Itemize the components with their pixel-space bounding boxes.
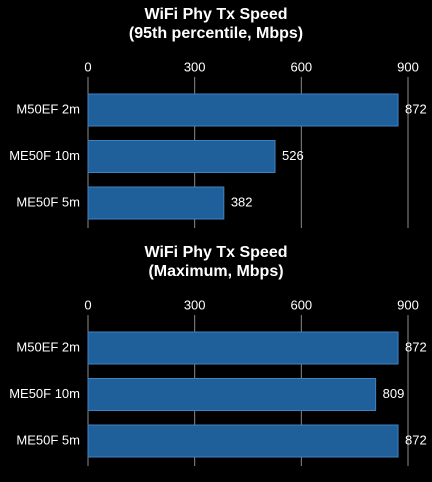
bar — [87, 93, 399, 127]
data-label: 809 — [383, 386, 405, 401]
chart-title: (Maximum, Mbps) — [148, 263, 283, 280]
chart-title: WiFi Phy Tx Speed — [145, 6, 288, 23]
x-tick-label: 0 — [84, 297, 91, 312]
chart-title: WiFi Phy Tx Speed — [145, 244, 288, 261]
y-tick-label: M50EF 2m — [16, 101, 80, 116]
chart-title: (95th percentile, Mbps) — [129, 25, 303, 42]
data-label: 872 — [405, 339, 427, 354]
x-tick-label: 0 — [84, 59, 91, 74]
y-tick-label: ME50F 10m — [9, 148, 80, 163]
bar — [87, 186, 225, 220]
bar — [87, 140, 276, 173]
bar — [87, 378, 377, 411]
x-tick-label: 600 — [290, 297, 312, 312]
bar — [87, 424, 399, 458]
bar — [87, 331, 399, 365]
data-label: 872 — [405, 101, 427, 116]
data-label: 872 — [405, 432, 427, 447]
y-tick-label: ME50F 5m — [16, 432, 80, 447]
x-tick-label: 900 — [397, 297, 419, 312]
y-tick-label: ME50F 5m — [16, 194, 80, 209]
data-label: 526 — [282, 148, 304, 163]
y-tick-label: ME50F 10m — [9, 386, 80, 401]
x-tick-label: 900 — [397, 59, 419, 74]
x-tick-label: 300 — [184, 59, 206, 74]
x-tick-label: 300 — [184, 297, 206, 312]
data-label: 382 — [231, 194, 253, 209]
x-tick-label: 600 — [290, 59, 312, 74]
y-tick-label: M50EF 2m — [16, 339, 80, 354]
